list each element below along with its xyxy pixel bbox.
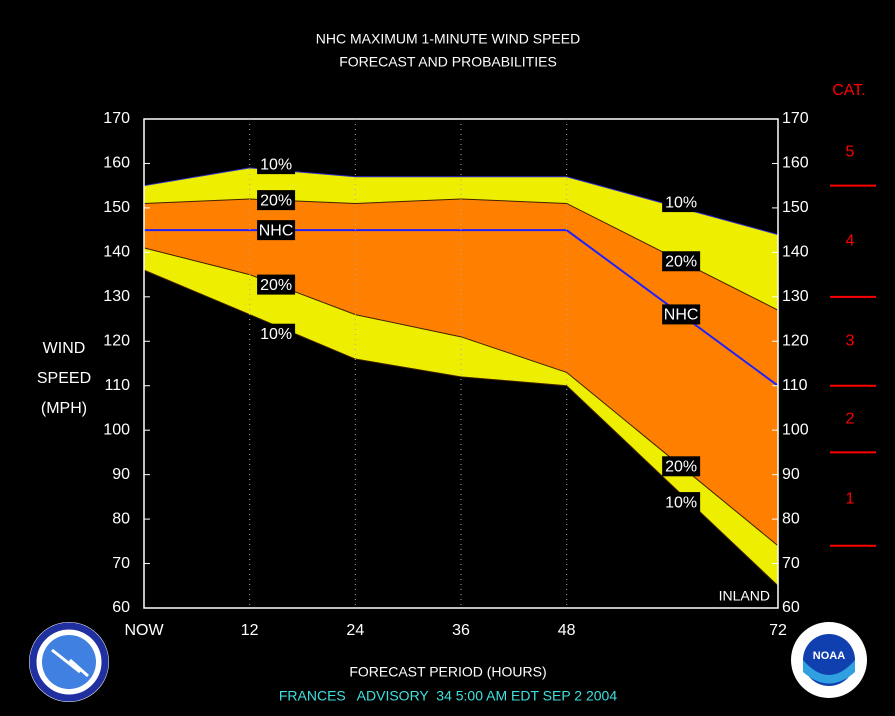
noaa-logo: NOAA xyxy=(791,622,867,698)
series-line xyxy=(143,167,779,236)
y2-tick-label: 100 xyxy=(782,421,809,438)
series-label: 20% xyxy=(665,253,697,270)
category-label: 2 xyxy=(846,410,855,427)
x-tick-label: 12 xyxy=(241,622,259,639)
series-label: NHC xyxy=(259,222,294,239)
y-tick-label: 100 xyxy=(103,421,130,438)
y-axis-label: SPEED xyxy=(37,370,91,387)
series-label: 20% xyxy=(260,277,292,294)
y-tick-label: 70 xyxy=(112,555,130,572)
category-title: CAT. xyxy=(832,82,865,99)
series-label: 10% xyxy=(260,326,292,343)
annotation: INLAND xyxy=(719,588,770,604)
x-tick-label: NOW xyxy=(124,622,164,639)
y-tick-label: 130 xyxy=(103,288,130,305)
y2-tick-label: 170 xyxy=(782,110,809,127)
label-box xyxy=(662,251,701,272)
label-box xyxy=(257,274,296,295)
label-box xyxy=(257,154,296,175)
y-axis-label: (MPH) xyxy=(41,400,87,417)
x-tick-label: 72 xyxy=(769,622,787,639)
y-tick-label: 160 xyxy=(103,155,130,172)
y-axis-label: WIND xyxy=(43,340,86,357)
y2-tick-label: 140 xyxy=(782,244,809,261)
y2-tick-label: 80 xyxy=(782,510,800,527)
series-label: NHC xyxy=(664,307,699,324)
category-label: 5 xyxy=(846,144,855,161)
y-tick-label: 170 xyxy=(103,110,130,127)
series-label: 20% xyxy=(665,459,697,476)
category-label: 3 xyxy=(846,332,855,349)
y2-tick-label: 60 xyxy=(782,599,800,616)
x-tick-label: 36 xyxy=(452,622,470,639)
chart-title: NHC MAXIMUM 1-MINUTE WIND SPEED xyxy=(316,31,580,47)
label-box xyxy=(662,192,701,213)
y-tick-label: 140 xyxy=(103,244,130,261)
category-label: 4 xyxy=(846,232,855,249)
series-line xyxy=(143,198,779,311)
label-box xyxy=(662,492,701,513)
y2-tick-label: 70 xyxy=(782,555,800,572)
x-tick-label: 24 xyxy=(346,622,364,639)
chart-subtitle: FORECAST AND PROBABILITIES xyxy=(339,54,557,70)
y-tick-label: 120 xyxy=(103,332,130,349)
y2-tick-label: 160 xyxy=(782,155,809,172)
series-label: 10% xyxy=(260,156,292,173)
series-label: 10% xyxy=(665,194,697,211)
y-tick-label: 150 xyxy=(103,199,130,216)
y2-tick-label: 110 xyxy=(782,377,808,394)
probability-band xyxy=(144,199,778,546)
y2-tick-label: 130 xyxy=(782,288,809,305)
series-line xyxy=(143,247,779,547)
noaa-text: NOAA xyxy=(813,650,845,662)
label-box xyxy=(257,220,296,241)
series-label: 20% xyxy=(260,192,292,209)
label-box xyxy=(662,456,701,477)
y2-tick-label: 150 xyxy=(782,199,809,216)
nws-logo xyxy=(29,622,109,702)
y2-tick-label: 120 xyxy=(782,332,809,349)
series-line xyxy=(144,229,779,387)
series-label: 10% xyxy=(665,494,697,511)
label-box xyxy=(257,323,296,344)
y-tick-label: 110 xyxy=(104,377,130,394)
label-box xyxy=(257,190,296,211)
y-tick-label: 60 xyxy=(112,599,130,616)
y-tick-label: 80 xyxy=(112,510,130,527)
x-tick-label: 48 xyxy=(558,622,576,639)
y-tick-label: 90 xyxy=(112,466,130,483)
x-axis-label: FORECAST PERIOD (HOURS) xyxy=(349,664,546,680)
series-line xyxy=(143,269,779,587)
label-box xyxy=(662,304,701,325)
footer: FRANCES ADVISORY 34 5:00 AM EDT SEP 2 20… xyxy=(279,688,617,704)
category-label: 1 xyxy=(846,490,855,507)
y2-tick-label: 90 xyxy=(782,466,800,483)
